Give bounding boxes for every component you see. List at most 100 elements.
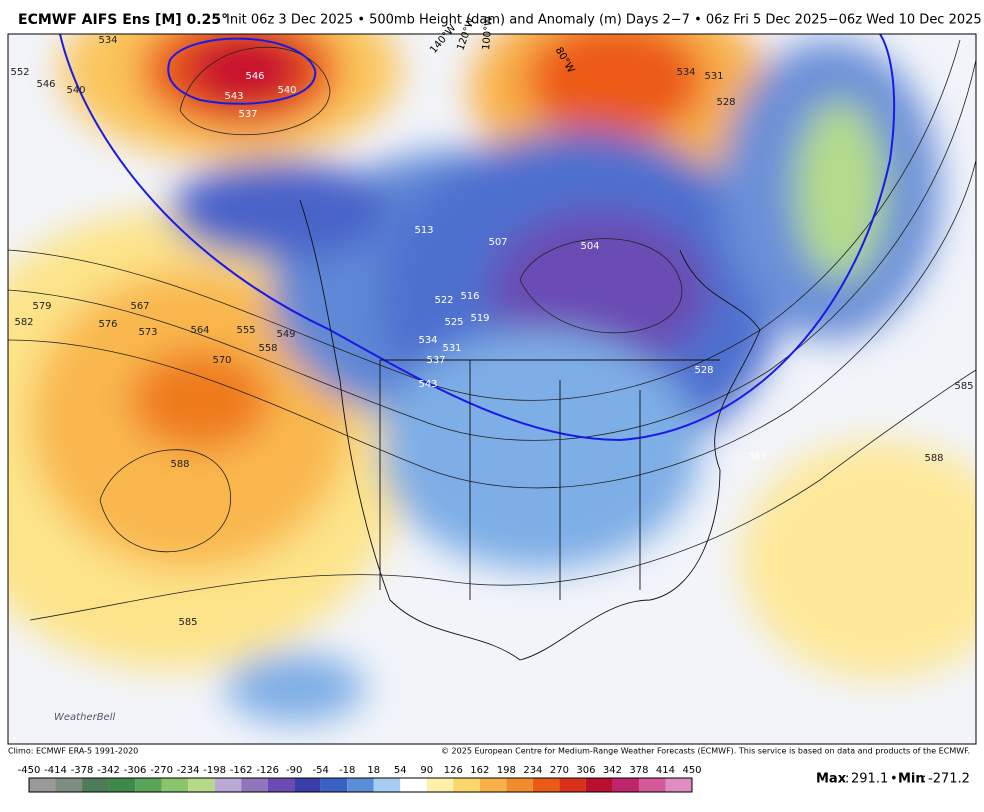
colorbar-tick-label: 90 <box>420 765 433 776</box>
colorbar-tick-label: 126 <box>444 765 463 776</box>
colorbar-tick-label: -162 <box>230 765 253 776</box>
colorbar-tick-label: -378 <box>71 765 94 776</box>
map-frame <box>7 33 977 745</box>
colorbar-swatch <box>82 778 109 792</box>
colorbar-swatch <box>665 778 692 792</box>
min-value: -271.2 <box>928 772 970 787</box>
coastlines <box>299 199 761 661</box>
contour-label: 537 <box>238 109 257 120</box>
contour-label: 588 <box>924 453 943 464</box>
contour-label: 543 <box>418 379 437 390</box>
contour-label: 540 <box>66 85 85 96</box>
contour-label: 540 <box>277 85 296 96</box>
colorbar-swatch <box>453 778 480 792</box>
colorbar-tick-label: -414 <box>44 765 67 776</box>
colorbar-tick-label: -270 <box>150 765 173 776</box>
contour-label: 579 <box>32 301 51 312</box>
contour-label: 531 <box>704 71 723 82</box>
contour-label: 528 <box>694 365 713 376</box>
colorbar-swatch <box>320 778 348 792</box>
colorbar-tick-label: 234 <box>523 765 542 776</box>
contour-label: 555 <box>236 325 255 336</box>
contour-label: 576 <box>98 319 117 330</box>
colorbar-swatch <box>532 778 560 792</box>
colorbar-swatch <box>135 778 162 792</box>
colorbar-swatch <box>108 778 136 792</box>
colorbar-swatch <box>373 778 401 792</box>
contour-label: 567 <box>130 301 149 312</box>
colorbar-tick-label: 306 <box>576 765 595 776</box>
contour-label: 561 <box>748 451 767 462</box>
contour-label: 558 <box>258 343 277 354</box>
contour-label: 507 <box>488 237 507 248</box>
colorbar-swatch <box>426 778 454 792</box>
colorbar-swatch <box>241 778 268 792</box>
colorbar-tick-label: -306 <box>124 765 147 776</box>
colorbar-swatch <box>55 778 83 792</box>
subtitle: Init 06z 3 Dec 2025 • 500mb Height (dam)… <box>226 13 982 28</box>
contour-label: 534 <box>676 67 695 78</box>
colorbar-tick-label: -18 <box>339 765 355 776</box>
separator: • <box>890 772 898 787</box>
contour-540 <box>59 34 896 442</box>
longitude-label: 100°W <box>481 16 495 51</box>
colorbar-swatch <box>267 778 295 792</box>
colorbar-swatch <box>188 778 215 792</box>
colorbar-tick-label: -198 <box>203 765 226 776</box>
colorbar-tick-label: -126 <box>256 765 279 776</box>
colorbar-tick-label: 414 <box>656 765 675 776</box>
contour-label: 588 <box>170 459 189 470</box>
max-label: Max <box>816 772 847 787</box>
colorbar-tick-label: -90 <box>286 765 302 776</box>
contour-label: 528 <box>716 97 735 108</box>
colorbar: -450 -414 -378 -342 -306 -270 -234 -198 -162 -126… <box>18 765 702 793</box>
colorbar-swatch <box>400 778 427 792</box>
colon: : <box>845 772 849 787</box>
colorbar-tick-label: -450 <box>18 765 41 776</box>
contour-label: 525 <box>444 317 463 328</box>
contour-label: 585 <box>178 617 197 628</box>
map <box>8 34 976 744</box>
contour-label: 570 <box>212 355 231 366</box>
colorbar-swatch <box>161 778 189 792</box>
contour-label: 582 <box>14 317 33 328</box>
contour-label: 531 <box>442 343 461 354</box>
contour-540 <box>167 37 317 105</box>
colorbar-swatch <box>29 778 56 792</box>
colorbar-swatch <box>214 778 242 792</box>
contour-label: 537 <box>426 355 445 366</box>
colorbar-frame <box>28 777 693 793</box>
contour-label: 549 <box>276 329 295 340</box>
colorbar-swatch <box>294 778 321 792</box>
min-label: Min <box>898 772 925 787</box>
colorbar-tick-label: 342 <box>603 765 622 776</box>
contour-label: 543 <box>224 91 243 102</box>
contour-label: 513 <box>414 225 433 236</box>
contour-label: 522 <box>434 295 453 306</box>
contour-label: 534 <box>418 335 437 346</box>
copyright: © 2025 European Centre for Medium-Range … <box>441 747 970 756</box>
colorbar-swatch <box>638 778 666 792</box>
max-value: 291.1 <box>851 772 888 787</box>
anomaly-field <box>8 34 976 723</box>
contour-label: 552 <box>10 67 29 78</box>
colorbar-tick-label: -54 <box>313 765 329 776</box>
colorbar-swatch <box>612 778 639 792</box>
colorbar-tick-label: -234 <box>177 765 200 776</box>
colorbar-tick-label: 270 <box>550 765 569 776</box>
colorbar-tick-label: 450 <box>682 765 701 776</box>
colorbar-swatch <box>479 778 507 792</box>
colorbar-swatch <box>559 778 586 792</box>
contour-label: 546 <box>36 79 55 90</box>
contour-label: 534 <box>98 35 117 46</box>
contour-label: 573 <box>138 327 157 338</box>
contour-label: 519 <box>470 313 489 324</box>
title: ECMWF AIFS Ens [M] 0.25° <box>18 12 228 28</box>
contour-label: 504 <box>580 241 599 252</box>
colorbar-tick-label: 378 <box>629 765 648 776</box>
climo: Climo: ECMWF ERA-5 1991-2020 <box>8 747 138 756</box>
colorbar-tick-label: 198 <box>497 765 516 776</box>
colorbar-tick-label: 18 <box>367 765 380 776</box>
